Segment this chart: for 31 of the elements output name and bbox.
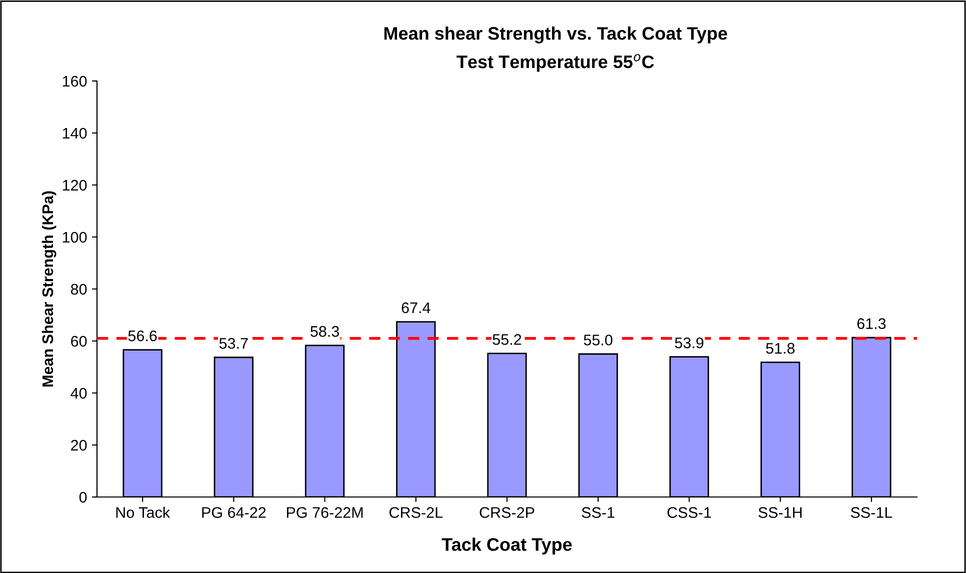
chart-subtitle: Test Temperature 55$^{o}$C bbox=[456, 54, 654, 72]
chart-title: Mean shear Strength vs. Tack Coat Type bbox=[384, 26, 728, 44]
y-tick-label: 60 bbox=[71, 336, 87, 347]
x-tick-label: PG 76-22M bbox=[286, 507, 363, 518]
text: 67.4 bbox=[402, 302, 430, 314]
x-tick-label: CRS-2P bbox=[480, 507, 534, 518]
y-tick-label: 20 bbox=[71, 440, 87, 451]
x-tick-label: No Tack bbox=[116, 506, 170, 518]
text: 53.9 bbox=[674, 337, 704, 348]
y-tick-label: 80 bbox=[70, 284, 87, 295]
x-tick-label: SS-1 bbox=[582, 507, 614, 518]
x-tick-label: CSS-1 bbox=[668, 507, 711, 518]
y-axis-title: Mean Shear Strength (KPa) bbox=[42, 191, 56, 386]
y-tick-label: 160 bbox=[62, 76, 87, 87]
y-tick-label: 0 bbox=[79, 492, 87, 503]
text: 56.6 bbox=[128, 330, 157, 342]
x-tick-label: SS-1H bbox=[758, 507, 802, 518]
y-tick-label: 140 bbox=[62, 128, 87, 139]
text: 61.3 bbox=[857, 318, 886, 330]
y-tick-label: 40 bbox=[70, 388, 87, 399]
x-tick-label: PG 64-22 bbox=[202, 507, 266, 518]
y-tick-label: 120 bbox=[62, 180, 87, 191]
y-tick-label: 100 bbox=[62, 232, 87, 243]
x-tick-label: CRS-2L bbox=[389, 507, 443, 518]
x-tick-label: SS-1L bbox=[850, 507, 892, 518]
text: 55.2 bbox=[492, 334, 522, 345]
x-axis-title: Tack Coat Type bbox=[442, 538, 572, 554]
text: 53.7 bbox=[219, 338, 248, 349]
text: 55.0 bbox=[584, 334, 612, 346]
text: 51.8 bbox=[766, 342, 795, 354]
text: 58.3 bbox=[310, 326, 339, 337]
